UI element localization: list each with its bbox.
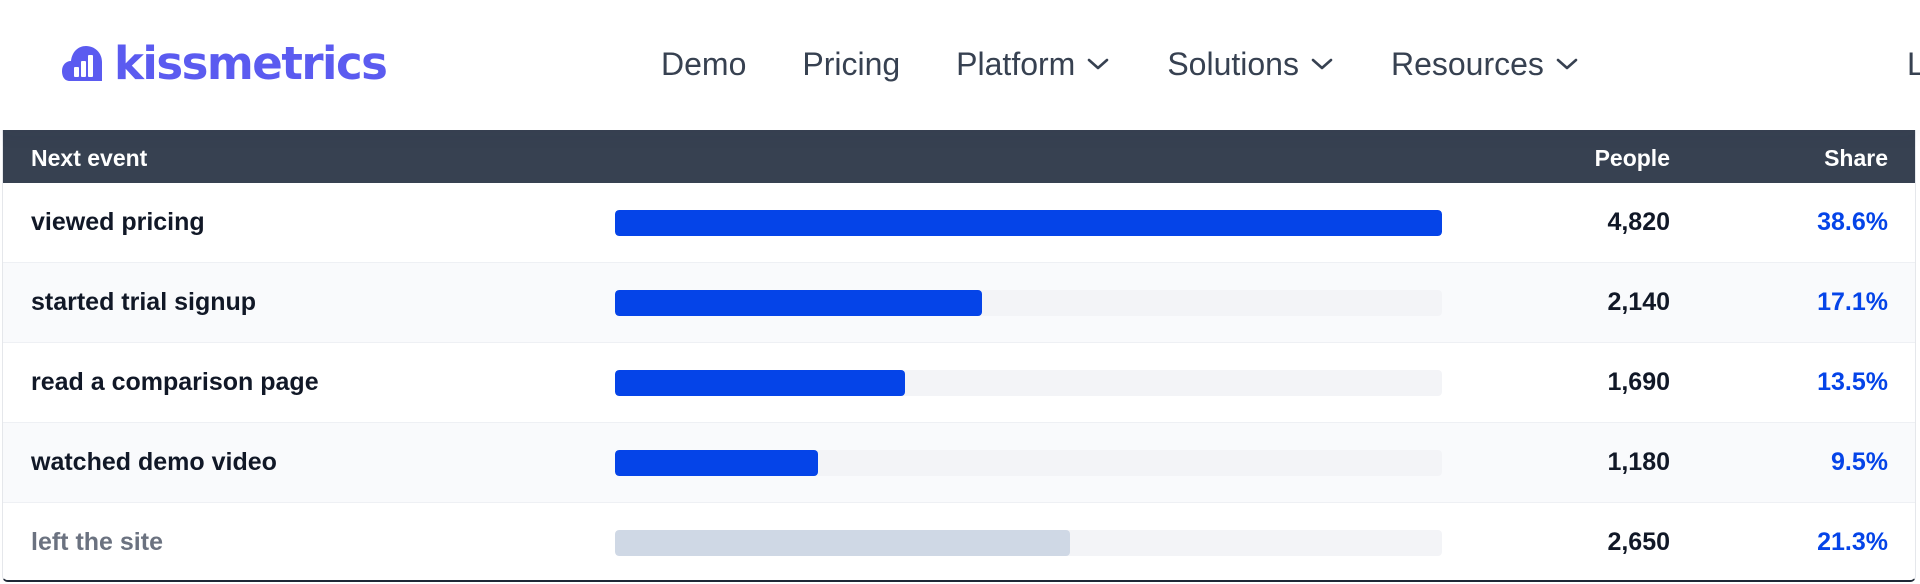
row-share: 9.5%: [1831, 448, 1888, 476]
nav-solutions[interactable]: Solutions: [1167, 46, 1333, 83]
row-people: 4,820: [1607, 208, 1670, 236]
share-bar-fill: [615, 370, 906, 396]
chevron-down-icon: [1311, 58, 1333, 70]
row-share: 38.6%: [1817, 208, 1888, 236]
nav-login-label: L: [1907, 45, 1920, 82]
nav-platform[interactable]: Platform: [956, 46, 1109, 83]
share-bar-track: [615, 450, 1442, 476]
nav-login-cutoff[interactable]: L: [1907, 40, 1920, 88]
next-event-table: Next event People Share viewed pricing 4…: [2, 130, 1916, 582]
nav-resources[interactable]: Resources: [1391, 46, 1578, 83]
nav-platform-label: Platform: [956, 45, 1076, 82]
row-people: 1,180: [1607, 448, 1670, 476]
chevron-down-icon: [1088, 58, 1109, 70]
share-bar-track: [615, 210, 1442, 236]
site-header: kissmetrics Demo Pricing Platform Soluti…: [0, 0, 1920, 130]
share-bar-track: [615, 370, 1442, 396]
chevron-down-icon: [1556, 58, 1578, 70]
table-row: viewed pricing 4,820 38.6%: [3, 183, 1915, 263]
brand-name: kissmetrics: [114, 36, 388, 90]
table-row: started trial signup 2,140 17.1%: [3, 263, 1915, 343]
nav-solutions-label: Solutions: [1167, 45, 1299, 82]
share-bar-track: [615, 290, 1442, 316]
nav-pricing-label: Pricing: [802, 45, 901, 82]
brand-logo[interactable]: kissmetrics: [62, 36, 388, 90]
share-bar-track: [615, 530, 1442, 556]
nav-pricing[interactable]: Pricing: [802, 46, 900, 83]
share-bar-fill: [615, 530, 1070, 556]
table-header: Next event People Share: [3, 130, 1915, 183]
row-event: left the site: [31, 528, 163, 556]
nav-demo[interactable]: Demo: [661, 46, 746, 83]
header-people: People: [1594, 145, 1670, 171]
row-people: 2,140: [1607, 288, 1670, 316]
row-people: 2,650: [1607, 528, 1670, 556]
row-event: viewed pricing: [31, 208, 205, 236]
share-bar-fill: [615, 450, 818, 476]
row-share: 13.5%: [1817, 368, 1888, 396]
header-next-event: Next event: [31, 145, 148, 171]
table-row: read a comparison page 1,690 13.5%: [3, 343, 1915, 423]
row-people: 1,690: [1607, 368, 1670, 396]
row-share: 17.1%: [1817, 288, 1888, 316]
row-event: read a comparison page: [31, 368, 319, 396]
row-event: started trial signup: [31, 288, 257, 316]
row-event: watched demo video: [31, 448, 277, 476]
nav-demo-label: Demo: [661, 45, 747, 82]
header-share: Share: [1824, 145, 1888, 171]
share-bar-fill: [615, 290, 983, 316]
main-nav: Demo Pricing Platform Solutions Resource…: [661, 40, 1578, 88]
nav-resources-label: Resources: [1390, 45, 1544, 82]
table-row: left the site 2,650 21.3%: [3, 503, 1915, 580]
table-row: watched demo video 1,180 9.5%: [3, 423, 1915, 503]
bar-chart-cloud-icon: [62, 46, 102, 81]
row-share: 21.3%: [1817, 528, 1888, 556]
share-bar-fill: [615, 210, 1442, 236]
